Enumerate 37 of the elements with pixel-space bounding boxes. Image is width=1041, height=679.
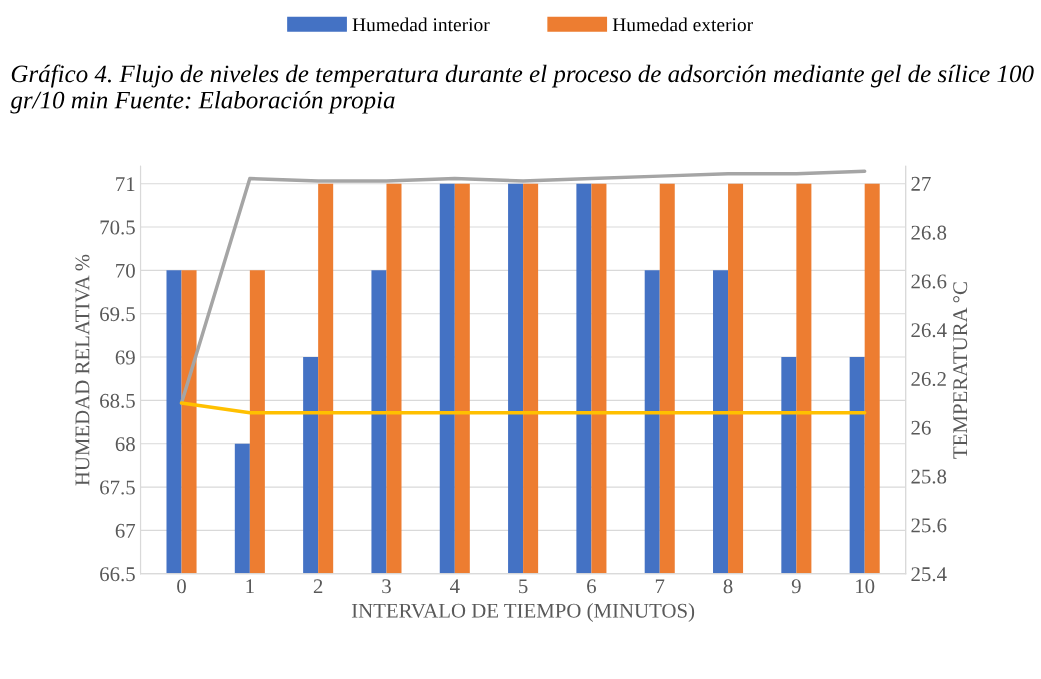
y-tick-label: 67 [115, 523, 136, 538]
chart-title: Gráfico 4. Flujo de niveles de temperatura durante el proceso de adsorción mediante gel de sílice 100 gr/10 min Fuente: Elaboración propia [10, 64, 1034, 114]
y2-tick-label: 26 [911, 420, 931, 435]
y2-tick-label: 25.8 [911, 469, 947, 484]
x-tick-label: 7 [655, 579, 665, 594]
y-tick-label: 68.5 [100, 393, 135, 408]
y2-tick-label: 25.4 [911, 567, 947, 582]
x-tick-label: 8 [723, 579, 733, 594]
y2-axis-title: TEMPERATURA °C [953, 282, 968, 459]
x-tick-label: 1 [246, 579, 254, 594]
y-tick-label: 70.5 [100, 220, 135, 235]
y-tick-label: 66.5 [100, 567, 135, 582]
y2-tick-label: 26.2 [911, 372, 946, 387]
x-tick-label: 10 [856, 579, 875, 594]
x-tick-label: 9 [791, 579, 801, 594]
x-axis-title: INTERVALO DE TIEMPO (MINUTOS) [351, 603, 695, 622]
x-tick-label: 4 [449, 579, 460, 594]
legend-label: Humedad interior [352, 17, 490, 32]
x-tick-label: 6 [587, 579, 596, 594]
x-tick-label: 3 [382, 579, 391, 594]
y-tick-label: 71 [116, 177, 135, 191]
y2-tick-label: 26.4 [911, 323, 947, 338]
y2-tick-label: 27 [911, 176, 931, 191]
y2-tick-label: 26.6 [911, 274, 947, 289]
line-series [179, 169, 867, 405]
y-tick-label: 69.5 [100, 307, 135, 322]
legend-label: Humedad exterior [612, 17, 753, 32]
y-tick-label: 70 [116, 263, 135, 278]
x-tick-label: 0 [177, 579, 186, 594]
y2-tick-label: 26.8 [911, 225, 947, 240]
x-tick-label: 5 [519, 579, 528, 594]
x-tick-label: 2 [313, 579, 323, 594]
y2-tick-label: 25.6 [911, 518, 947, 533]
y-axis-title: HUMEDAD RELATIVA % [75, 254, 90, 486]
y-tick-label: 67.5 [100, 480, 135, 495]
y-tick-label: 68 [115, 437, 135, 452]
y-tick-label: 69 [115, 350, 135, 365]
